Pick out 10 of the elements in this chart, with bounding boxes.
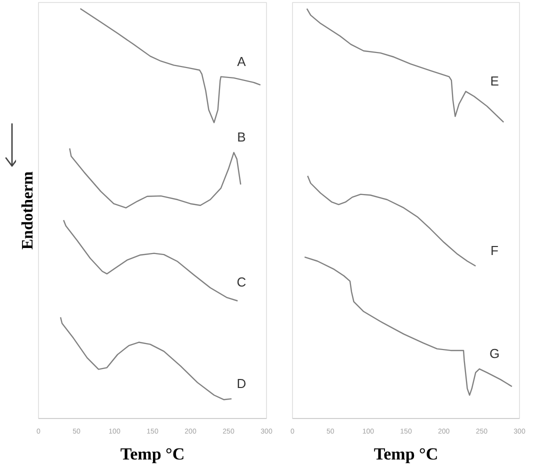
series-label: G [489, 346, 500, 361]
series-label: F [490, 243, 499, 258]
x-axis-title: Temp °C [374, 444, 438, 464]
series-label: E [490, 73, 500, 88]
y-axis-title: Endotherm [20, 170, 36, 250]
series-label: D [236, 376, 246, 391]
series-label: C [236, 274, 246, 290]
series-label: A [237, 54, 246, 69]
series-label: B [237, 130, 246, 145]
x-axis-title: Temp °C [120, 444, 185, 464]
